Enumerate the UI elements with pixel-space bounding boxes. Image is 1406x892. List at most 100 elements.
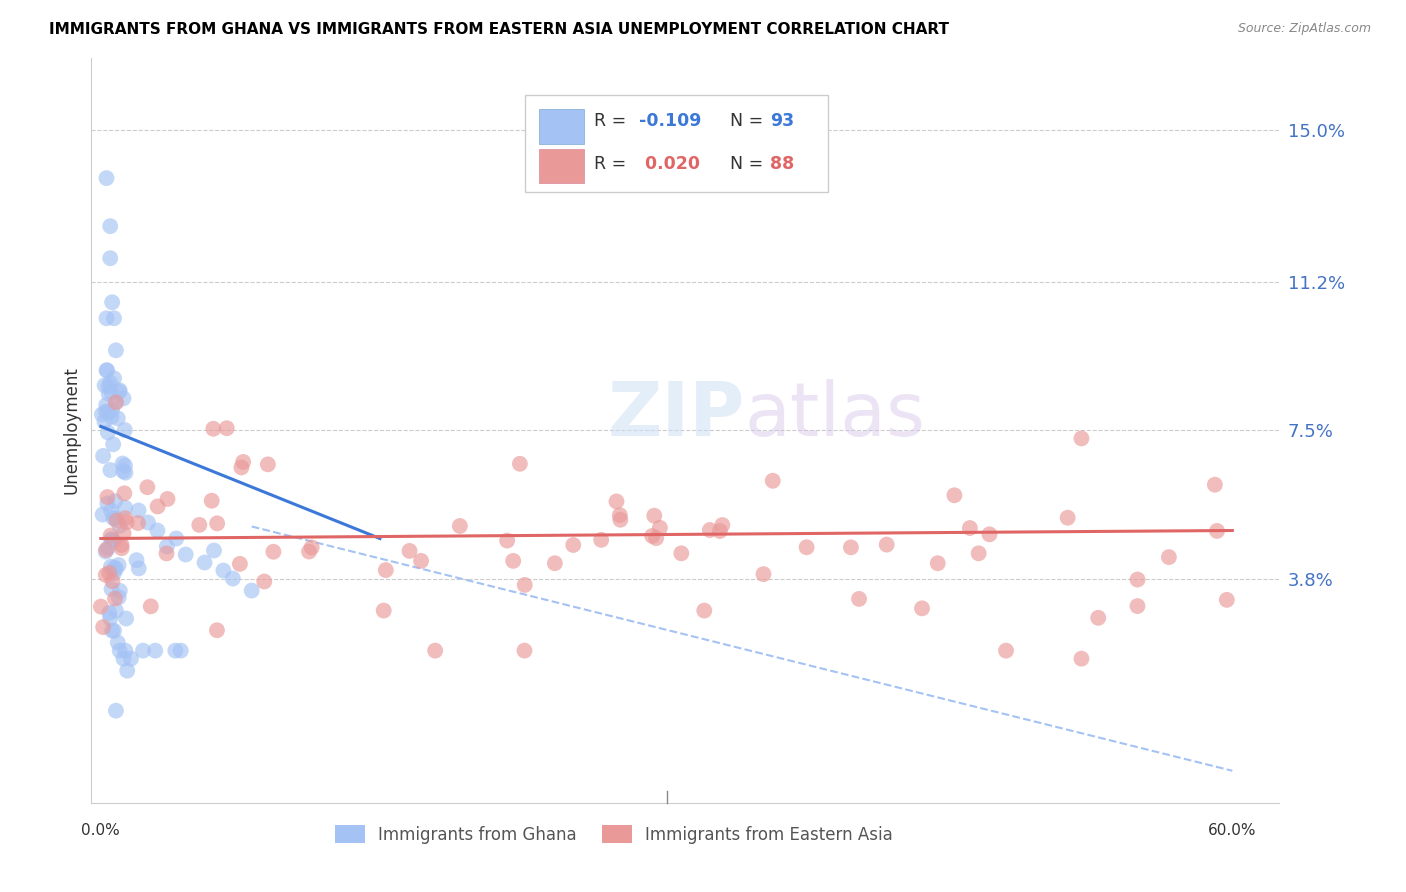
Immigrants from Eastern Asia	[502, 554, 524, 568]
Immigrants from Ghana	[170, 643, 193, 657]
Immigrants from Ghana	[112, 464, 135, 478]
Immigrants from Ghana	[100, 463, 122, 477]
Immigrants from Eastern Asia	[136, 480, 159, 494]
Immigrants from Ghana	[91, 508, 114, 522]
Immigrants from Eastern Asia	[609, 508, 631, 523]
Immigrants from Eastern Asia	[959, 521, 981, 535]
Immigrants from Ghana	[112, 651, 135, 665]
Immigrants from Ghana	[96, 311, 118, 326]
Immigrants from Eastern Asia	[1126, 599, 1149, 613]
Immigrants from Eastern Asia	[943, 488, 966, 502]
Immigrants from Ghana	[103, 437, 125, 451]
Immigrants from Ghana	[202, 543, 225, 558]
Immigrants from Eastern Asia	[876, 538, 898, 552]
Immigrants from Eastern Asia	[215, 421, 238, 435]
Immigrants from Eastern Asia	[641, 529, 664, 543]
Text: 0.020: 0.020	[640, 154, 700, 173]
Text: R =: R =	[593, 154, 631, 173]
Immigrants from Ghana	[103, 566, 125, 580]
Immigrants from Ghana	[104, 560, 127, 574]
Immigrants from Ghana	[108, 384, 131, 398]
Immigrants from Eastern Asia	[1126, 573, 1149, 587]
Immigrants from Ghana	[104, 511, 127, 525]
Immigrants from Eastern Asia	[544, 556, 567, 570]
Y-axis label: Unemployment: Unemployment	[62, 367, 80, 494]
Immigrants from Ghana	[100, 504, 122, 518]
Immigrants from Eastern Asia	[562, 538, 585, 552]
Immigrants from Ghana	[104, 604, 127, 618]
Immigrants from Ghana	[103, 311, 125, 326]
Immigrants from Ghana	[100, 533, 122, 547]
Immigrants from Eastern Asia	[496, 533, 519, 548]
Text: atlas: atlas	[745, 379, 925, 452]
Immigrants from Ghana	[98, 611, 121, 625]
FancyBboxPatch shape	[524, 95, 828, 192]
Immigrants from Eastern Asia	[262, 545, 284, 559]
Immigrants from Eastern Asia	[449, 519, 471, 533]
Text: N =: N =	[718, 154, 769, 173]
Immigrants from Ghana	[193, 556, 215, 570]
Immigrants from Eastern Asia	[231, 460, 253, 475]
Immigrants from Ghana	[97, 405, 120, 419]
Immigrants from Eastern Asia	[927, 556, 949, 570]
Immigrants from Eastern Asia	[979, 527, 1001, 541]
Immigrants from Eastern Asia	[146, 500, 169, 514]
Immigrants from Eastern Asia	[513, 578, 536, 592]
Immigrants from Ghana	[101, 295, 124, 310]
Immigrants from Eastern Asia	[100, 528, 122, 542]
Immigrants from Eastern Asia	[98, 566, 121, 580]
Immigrants from Eastern Asia	[298, 544, 321, 558]
Immigrants from Ghana	[132, 643, 155, 657]
Immigrants from Ghana	[146, 524, 169, 538]
Immigrants from Eastern Asia	[156, 491, 179, 506]
Immigrants from Ghana	[115, 611, 138, 625]
Immigrants from Eastern Asia	[155, 546, 177, 560]
Immigrants from Ghana	[97, 379, 120, 393]
Text: 93: 93	[769, 112, 794, 130]
Immigrants from Ghana	[91, 449, 114, 463]
Immigrants from Ghana	[96, 363, 118, 377]
Immigrants from Ghana	[93, 415, 115, 429]
Immigrants from Eastern Asia	[139, 599, 162, 614]
Immigrants from Ghana	[120, 651, 142, 665]
Immigrants from Ghana	[114, 500, 136, 515]
Immigrants from Ghana	[115, 664, 138, 678]
Immigrants from Ghana	[108, 583, 131, 598]
Immigrants from Ghana	[174, 548, 197, 562]
Immigrants from Ghana	[97, 425, 120, 440]
Immigrants from Ghana	[114, 643, 136, 657]
Immigrants from Eastern Asia	[1216, 593, 1239, 607]
Immigrants from Eastern Asia	[232, 455, 254, 469]
Immigrants from Ghana	[108, 643, 131, 657]
Immigrants from Eastern Asia	[796, 541, 818, 555]
Immigrants from Eastern Asia	[374, 563, 396, 577]
Immigrants from Eastern Asia	[409, 554, 432, 568]
Immigrants from Eastern Asia	[201, 493, 224, 508]
Immigrants from Ghana	[104, 562, 127, 576]
Immigrants from Eastern Asia	[94, 542, 117, 557]
Immigrants from Ghana	[96, 398, 118, 412]
Immigrants from Ghana	[107, 591, 129, 605]
Immigrants from Ghana	[96, 363, 118, 377]
Immigrants from Ghana	[104, 704, 127, 718]
Immigrants from Eastern Asia	[1157, 550, 1180, 565]
Immigrants from Ghana	[107, 558, 129, 572]
Immigrants from Eastern Asia	[643, 508, 665, 523]
Immigrants from Eastern Asia	[648, 521, 671, 535]
Immigrants from Eastern Asia	[709, 524, 731, 538]
Text: 60.0%: 60.0%	[1208, 822, 1257, 838]
Immigrants from Ghana	[103, 511, 125, 525]
Immigrants from Eastern Asia	[609, 513, 631, 527]
Immigrants from Eastern Asia	[229, 557, 252, 571]
Immigrants from Ghana	[96, 497, 118, 511]
Immigrants from Ghana	[101, 624, 124, 638]
Immigrants from Eastern Asia	[1056, 510, 1078, 524]
Immigrants from Eastern Asia	[105, 514, 128, 528]
Immigrants from Ghana	[100, 559, 122, 574]
Immigrants from Eastern Asia	[90, 599, 112, 614]
Immigrants from Eastern Asia	[693, 604, 716, 618]
Immigrants from Eastern Asia	[111, 541, 134, 556]
Immigrants from Eastern Asia	[671, 546, 693, 560]
Immigrants from Ghana	[108, 384, 131, 399]
Immigrants from Ghana	[107, 411, 129, 425]
